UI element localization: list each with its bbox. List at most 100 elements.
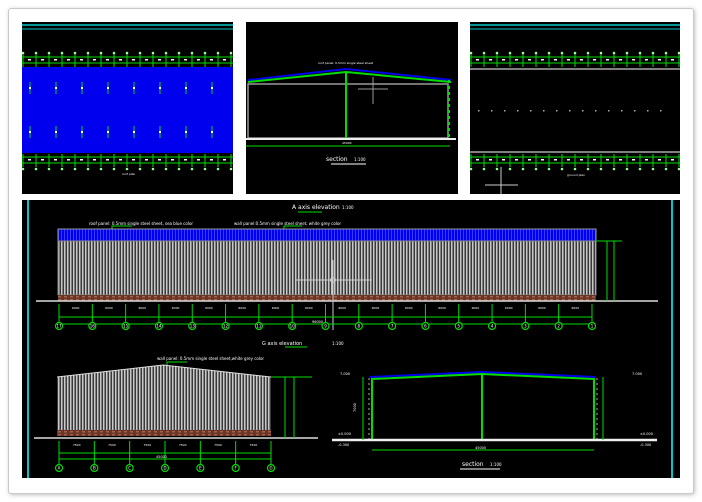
axis-bubble (599, 167, 603, 171)
g-total-dimension: 45000 (156, 455, 167, 459)
axis-bubble (573, 51, 577, 55)
axis-bubble (599, 51, 603, 55)
axis-bubble (229, 167, 233, 171)
roof-panel (57, 228, 597, 242)
axis-bubble (60, 51, 64, 55)
roof-area (22, 67, 233, 153)
axis-bubble (547, 51, 551, 55)
main-drawing[interactable]: A axis elevation 1:100 roof panel: 0.5mm… (22, 200, 680, 478)
axis-bubble (22, 51, 25, 55)
axis-bubble (470, 167, 473, 171)
bay-dimension: 7500 (214, 443, 222, 447)
axis-bubble (482, 167, 486, 171)
column-mark (543, 110, 545, 112)
bay-dimension: 7500 (144, 443, 152, 447)
bay-dimension: 6000 (138, 306, 146, 310)
bay-dimension: 7500 (179, 443, 187, 447)
axis-label: 12 (223, 323, 229, 328)
wall-panel (57, 240, 597, 296)
axis-bubble (651, 167, 655, 171)
eave-level-left: 7.000 (340, 372, 350, 376)
column-mark (504, 110, 506, 112)
column-mark (530, 110, 532, 112)
bay-dimension: 6000 (238, 306, 246, 310)
outside-level-right: -0.300 (640, 443, 651, 447)
axis-bubble (638, 167, 642, 171)
axis-bubble (154, 321, 164, 331)
section-span-dimension: 45000 (475, 446, 486, 450)
axis-bubble (266, 463, 276, 473)
axis-label: 2 (557, 323, 560, 328)
axis-bubble (216, 51, 220, 55)
bay-dimension: 6000 (205, 306, 213, 310)
axis-bubble (188, 321, 197, 331)
axis-bubble (638, 51, 642, 55)
brick-base (57, 430, 271, 436)
axis-bubble (508, 167, 512, 171)
axis-bubble (177, 51, 181, 55)
axis-bubble (138, 51, 142, 55)
bay-dimension: 6000 (338, 306, 346, 310)
axis-bubble (151, 167, 155, 171)
axis-label: F (235, 465, 238, 470)
column-mark (478, 110, 480, 112)
axis-bubble (521, 321, 530, 331)
axis-bubble (495, 167, 499, 171)
axis-label: 11 (256, 323, 262, 328)
bay-dimension: 6000 (538, 306, 546, 310)
section-title: section (462, 461, 484, 468)
ground-level-right: ±0.000 (640, 432, 653, 436)
axis-label: 17 (56, 323, 62, 328)
axis-bubble (388, 321, 397, 331)
axis-bubble (73, 51, 77, 55)
axis-label: 8 (358, 323, 361, 328)
axis-bubble (86, 167, 90, 171)
axis-bubble (164, 51, 168, 55)
axis-bubble (560, 167, 564, 171)
axis-label: E (199, 465, 202, 470)
axis-bubble (125, 51, 129, 55)
axis-bubble (151, 51, 155, 55)
axis-label: D (163, 465, 166, 470)
axis-bubble (121, 321, 130, 331)
axis-bubble (664, 51, 668, 55)
column-mark (660, 110, 662, 112)
axis-bubble (573, 167, 577, 171)
bay-dimension: 6000 (572, 306, 580, 310)
thumbnail-column-plan[interactable]: ground plan (470, 22, 680, 194)
column-mark (491, 110, 493, 112)
axis-label: G (269, 465, 272, 470)
axis-bubble (354, 321, 363, 331)
column-mark (582, 110, 584, 112)
axis-label: 4 (491, 323, 494, 328)
thumbnail-roof-plan[interactable]: roof plan (22, 22, 233, 194)
axis-bubble (612, 51, 616, 55)
axis-bubble (99, 167, 103, 171)
g-elevation-scale: 1:100 (332, 341, 344, 346)
roof-plan-label: roof plan (122, 172, 135, 176)
axis-bubble (125, 463, 134, 473)
axis-bubble (470, 51, 473, 55)
bay-dimension: 7500 (108, 443, 116, 447)
thumbnail-section[interactable]: roof panel: 0.5mm single steel sheet 450… (246, 22, 458, 194)
axis-bubble (164, 167, 168, 171)
a-axis-elevation: A axis elevation 1:100 roof panel: 0.5mm… (36, 204, 658, 331)
axis-bubble (203, 51, 207, 55)
axis-label: 1 (591, 323, 594, 328)
axis-bubble (47, 167, 51, 171)
axis-bubble (47, 51, 51, 55)
axis-label: 6 (424, 323, 427, 328)
column-mark (517, 110, 519, 112)
bay-dimension: 6000 (105, 306, 113, 310)
axis-label: 7 (391, 323, 394, 328)
axis-bubble (216, 167, 220, 171)
axis-bubble (99, 51, 103, 55)
axis-label: 14 (156, 323, 162, 328)
axis-bubble (125, 167, 129, 171)
wall-panel-note: wall panel:0.5mm single steel sheet, whi… (234, 221, 341, 226)
axis-bubble (664, 167, 668, 171)
axis-bubble (22, 167, 25, 171)
bay-dimension: 6000 (472, 306, 480, 310)
axis-bubble (521, 167, 525, 171)
a-elevation-scale: 1:100 (342, 205, 354, 210)
